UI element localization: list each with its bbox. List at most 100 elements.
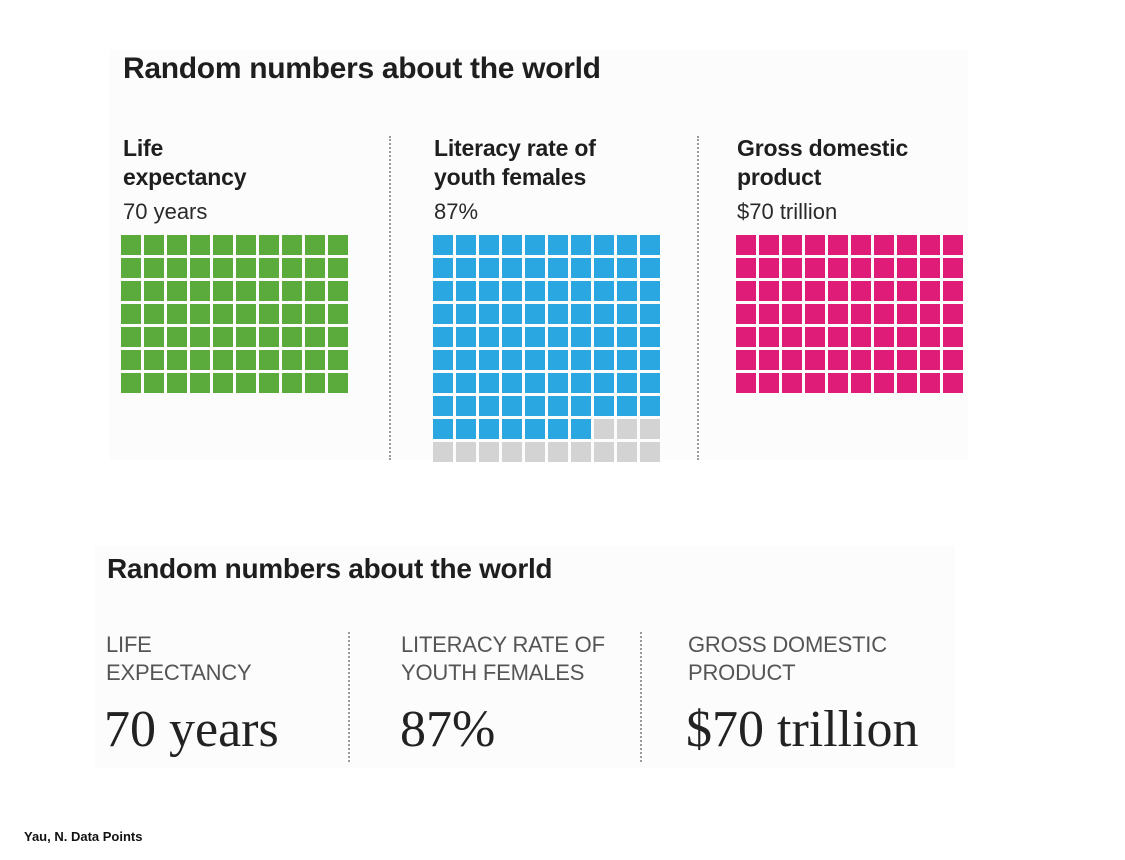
waffle-cell-filled: [456, 304, 476, 324]
waffle-cell-filled: [121, 327, 141, 347]
column-divider: [389, 136, 391, 460]
waffle-cell-filled: [305, 304, 325, 324]
waffle-cell-filled: [456, 235, 476, 255]
waffle-cell-filled: [640, 327, 660, 347]
waffle-cell-filled: [479, 235, 499, 255]
waffle-cell-filled: [213, 281, 233, 301]
waffle-cell-filled: [144, 373, 164, 393]
waffle-cell-filled: [479, 258, 499, 278]
waffle-cell-filled: [805, 258, 825, 278]
waffle-cell-filled: [617, 373, 637, 393]
waffle-cell-filled: [736, 281, 756, 301]
waffle-cell-filled: [805, 373, 825, 393]
waffle-cell-filled: [502, 235, 522, 255]
waffle-cell-filled: [571, 373, 591, 393]
waffle-cell-filled: [782, 350, 802, 370]
waffle-cell-filled: [851, 327, 871, 347]
waffle-cell-filled: [456, 258, 476, 278]
waffle-cell-filled: [456, 350, 476, 370]
waffle-cell-filled: [236, 304, 256, 324]
waffle-cell-filled: [479, 419, 499, 439]
waffle-cell-filled: [456, 396, 476, 416]
waffle-cell-filled: [525, 350, 545, 370]
waffle-cell-filled: [282, 373, 302, 393]
waffle-cell-filled: [851, 350, 871, 370]
waffle-cell-filled: [897, 304, 917, 324]
waffle-cell-filled: [456, 419, 476, 439]
life-expectancy-caps-line1: LIFE: [106, 632, 152, 657]
waffle-cell-empty: [594, 419, 614, 439]
waffle-cell-filled: [456, 373, 476, 393]
waffle-cell-filled: [851, 281, 871, 301]
waffle-cell-filled: [525, 258, 545, 278]
literacy-caps-label: LITERACY RATE OF YOUTH FEMALES: [401, 631, 605, 687]
waffle-cell-empty: [640, 442, 660, 462]
waffle-cell-filled: [190, 281, 210, 301]
waffle-cell-filled: [433, 327, 453, 347]
waffle-cell-filled: [167, 304, 187, 324]
waffle-cell-filled: [167, 258, 187, 278]
waffle-cell-filled: [236, 258, 256, 278]
waffle-cell-filled: [121, 304, 141, 324]
waffle-cell-filled: [525, 281, 545, 301]
waffle-cell-filled: [282, 304, 302, 324]
waffle-cell-filled: [121, 373, 141, 393]
waffle-cell-empty: [548, 442, 568, 462]
top-title: Random numbers about the world: [123, 52, 601, 85]
literacy-big-value: 87%: [400, 701, 496, 758]
waffle-cell-filled: [190, 235, 210, 255]
waffle-cell-filled: [328, 350, 348, 370]
waffle-cell-filled: [259, 258, 279, 278]
waffle-cell-filled: [502, 281, 522, 301]
waffle-cell-filled: [759, 304, 779, 324]
waffle-cell-filled: [502, 396, 522, 416]
waffle-cell-filled: [782, 235, 802, 255]
waffle-cell-filled: [851, 373, 871, 393]
life-expectancy-label-line1: Life: [123, 135, 164, 161]
waffle-cell-filled: [236, 281, 256, 301]
waffle-cell-filled: [920, 373, 940, 393]
waffle-cell-filled: [328, 235, 348, 255]
waffle-cell-filled: [328, 304, 348, 324]
waffle-cell-filled: [236, 235, 256, 255]
waffle-cell-filled: [433, 373, 453, 393]
waffle-cell-filled: [874, 304, 894, 324]
waffle-cell-filled: [874, 258, 894, 278]
waffle-cell-filled: [456, 327, 476, 347]
waffle-cell-filled: [617, 235, 637, 255]
waffle-cell-filled: [782, 258, 802, 278]
waffle-cell-filled: [594, 258, 614, 278]
waffle-cell-filled: [594, 327, 614, 347]
waffle-cell-filled: [548, 350, 568, 370]
waffle-cell-filled: [594, 396, 614, 416]
waffle-cell-filled: [920, 304, 940, 324]
gdp-label-line1: Gross domestic: [737, 135, 909, 161]
life-expectancy-label-line2: expectancy: [123, 164, 247, 190]
waffle-cell-filled: [594, 373, 614, 393]
waffle-cell-filled: [851, 235, 871, 255]
waffle-cell-filled: [640, 396, 660, 416]
waffle-cell-filled: [213, 258, 233, 278]
waffle-cell-filled: [328, 281, 348, 301]
waffle-cell-filled: [828, 281, 848, 301]
literacy-label: Literacy rate of youth females: [434, 134, 596, 192]
column-divider: [348, 632, 350, 762]
waffle-cell-filled: [433, 235, 453, 255]
waffle-cell-filled: [525, 419, 545, 439]
waffle-cell-filled: [259, 373, 279, 393]
waffle-cell-filled: [897, 281, 917, 301]
waffle-cell-filled: [617, 304, 637, 324]
waffle-cell-filled: [782, 373, 802, 393]
waffle-cell-empty: [502, 442, 522, 462]
waffle-cell-filled: [571, 235, 591, 255]
waffle-cell-filled: [548, 258, 568, 278]
literacy-caps-line2: YOUTH FEMALES: [401, 660, 585, 685]
waffle-cell-filled: [571, 419, 591, 439]
waffle-cell-filled: [213, 350, 233, 370]
waffle-cell-filled: [144, 281, 164, 301]
waffle-cell-filled: [525, 373, 545, 393]
waffle-cell-filled: [548, 327, 568, 347]
literacy-caps-line1: LITERACY RATE OF: [401, 632, 605, 657]
waffle-cell-filled: [479, 281, 499, 301]
waffle-cell-filled: [943, 350, 963, 370]
